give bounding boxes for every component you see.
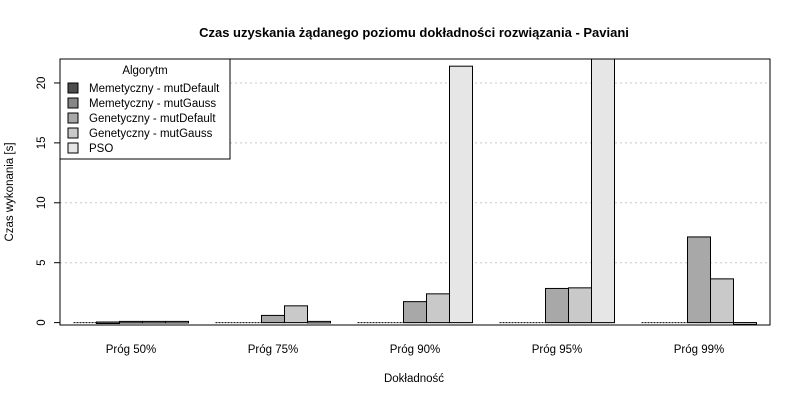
y-tick-label: 15 [36,136,48,149]
chart-title: Czas uzyskania żądanego poziomu dokładno… [199,25,629,40]
bar [733,322,757,325]
y-axis-label: Czas wykonania [s] [4,142,16,241]
legend-title: Algorytm [122,65,167,77]
bar [96,321,120,325]
x-tick-label: Próg 95% [532,344,583,356]
bar [591,58,615,324]
x-axis-label: Dokładność [384,373,444,385]
bar [403,301,427,324]
bar [119,320,143,324]
legend-swatch [67,82,79,94]
bar [165,320,189,324]
plot-frame [59,58,771,326]
legend-label: Memetyczny - mutGauss [89,98,216,110]
legend: Algorytm Memetyczny - mutDefaultMemetycz… [59,58,231,160]
x-axis: Próg 50% Próg 75% Próg 90% Próg 95% Próg 99% [106,344,725,356]
x-tick-label: Próg 99% [674,344,725,356]
y-tick-label: 10 [36,196,48,209]
bar [261,314,285,324]
bar [449,65,473,324]
y-tick-label: 20 [36,77,48,90]
y-axis: 0 5 10 15 20 [36,77,60,326]
legend-label: Genetyczny - mutDefault [89,113,216,125]
y-tick-label: 0 [36,319,48,325]
bar [568,287,592,324]
bars [73,58,757,325]
legend-items: Memetyczny - mutDefault Memetyczny - mutG… [67,82,220,155]
bar [426,293,450,324]
legend-label: Memetyczny - mutDefault [89,83,220,95]
legend-label: Genetyczny - mutGauss [89,128,213,140]
bar [710,278,734,324]
legend-swatch [67,112,79,124]
legend-swatch [67,142,79,154]
grid [60,82,770,264]
x-tick-label: Próg 90% [390,344,441,356]
bar [284,305,308,324]
bar [687,236,711,324]
bar [307,320,331,324]
x-tick-label: Próg 75% [248,344,299,356]
bar [545,287,569,324]
legend-swatch [67,97,79,109]
legend-label: PSO [89,143,113,155]
x-tick-label: Próg 50% [106,344,157,356]
legend-box [59,58,231,160]
y-tick-label: 5 [36,259,48,265]
bar [142,320,166,324]
legend-swatch [67,127,79,139]
